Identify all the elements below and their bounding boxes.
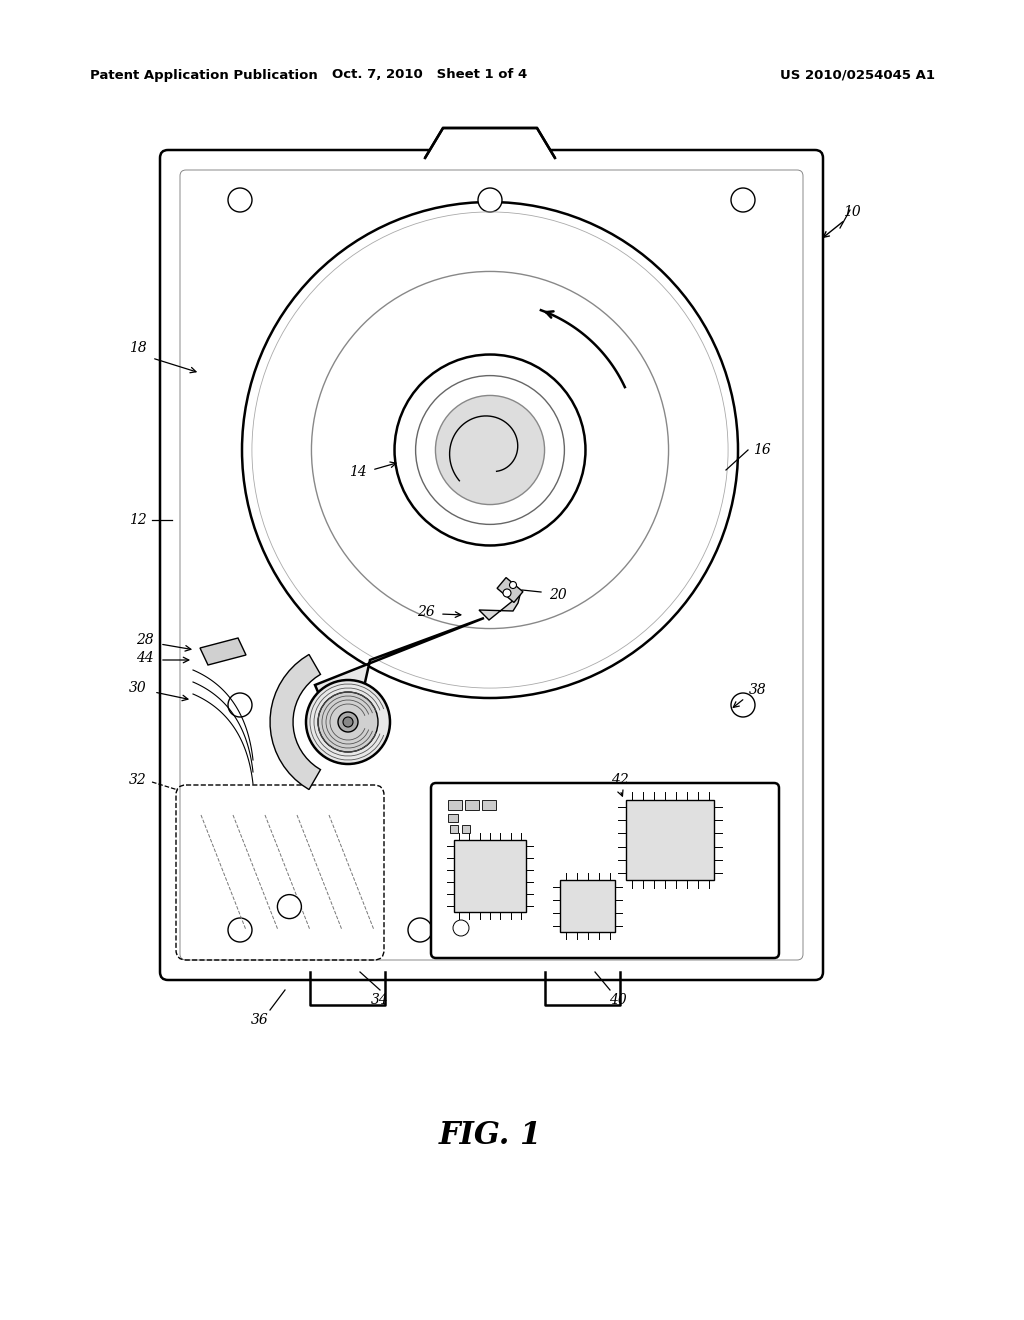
Text: 36: 36	[251, 1012, 269, 1027]
Circle shape	[306, 680, 390, 764]
Circle shape	[242, 202, 738, 698]
Circle shape	[343, 717, 353, 727]
Circle shape	[228, 917, 252, 942]
Circle shape	[435, 396, 545, 504]
Circle shape	[503, 589, 511, 597]
FancyBboxPatch shape	[431, 783, 779, 958]
Circle shape	[416, 376, 564, 524]
Text: Oct. 7, 2010   Sheet 1 of 4: Oct. 7, 2010 Sheet 1 of 4	[333, 69, 527, 82]
Circle shape	[731, 187, 755, 213]
Text: FIG. 1: FIG. 1	[438, 1119, 542, 1151]
Text: 10: 10	[843, 205, 861, 219]
Polygon shape	[200, 638, 246, 665]
Bar	[450, 825, 458, 833]
Bar	[454, 840, 526, 912]
Bar	[465, 800, 479, 810]
Bar	[560, 880, 615, 932]
Text: 40: 40	[609, 993, 627, 1007]
Polygon shape	[315, 618, 484, 727]
Circle shape	[318, 692, 378, 752]
FancyBboxPatch shape	[160, 150, 823, 979]
Text: Patent Application Publication: Patent Application Publication	[90, 69, 317, 82]
Text: 14: 14	[349, 465, 367, 479]
Text: US 2010/0254045 A1: US 2010/0254045 A1	[780, 69, 935, 82]
Circle shape	[510, 582, 516, 589]
Text: 38: 38	[750, 682, 767, 697]
Polygon shape	[270, 655, 321, 789]
Circle shape	[278, 895, 301, 919]
Circle shape	[731, 917, 755, 942]
Bar	[449, 800, 462, 810]
Text: 16: 16	[753, 444, 771, 457]
Text: 20: 20	[549, 587, 567, 602]
Polygon shape	[425, 128, 555, 158]
Bar	[482, 800, 496, 810]
Circle shape	[338, 711, 358, 733]
Text: 26: 26	[417, 605, 435, 619]
Text: 34: 34	[371, 993, 389, 1007]
Circle shape	[453, 920, 469, 936]
Text: 32: 32	[129, 774, 146, 787]
Circle shape	[228, 187, 252, 213]
Bar	[462, 825, 470, 833]
Circle shape	[311, 272, 669, 628]
Circle shape	[228, 693, 252, 717]
Text: 28: 28	[136, 634, 154, 647]
Bar	[626, 800, 714, 880]
Text: 44: 44	[136, 651, 154, 665]
Polygon shape	[425, 128, 555, 158]
Text: 18: 18	[129, 341, 146, 355]
Polygon shape	[497, 578, 523, 602]
Text: 30: 30	[129, 681, 146, 696]
Text: 12: 12	[129, 513, 146, 527]
Circle shape	[478, 187, 502, 213]
Bar	[449, 814, 458, 822]
Circle shape	[394, 355, 586, 545]
Circle shape	[408, 917, 432, 942]
Text: 42: 42	[611, 774, 629, 787]
Circle shape	[731, 693, 755, 717]
Polygon shape	[479, 595, 520, 620]
